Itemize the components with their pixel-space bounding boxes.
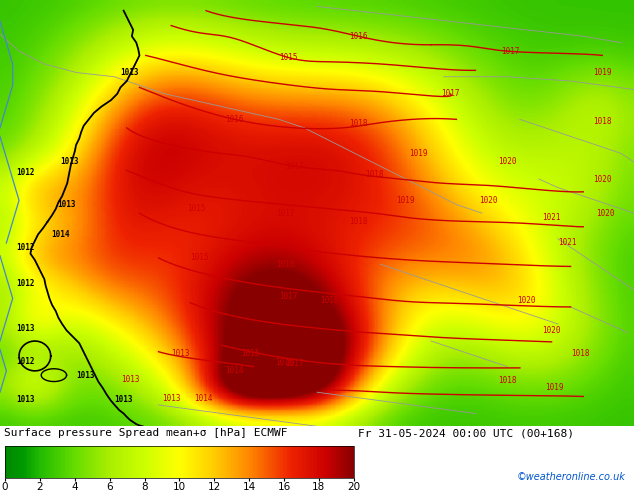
Text: 1015: 1015 (187, 204, 206, 213)
Text: 1013: 1013 (114, 395, 133, 404)
Text: 1013: 1013 (16, 395, 35, 404)
Text: 1015: 1015 (279, 53, 298, 62)
Text: 1017: 1017 (285, 359, 304, 368)
Text: 1021: 1021 (542, 213, 561, 222)
Text: 1020: 1020 (542, 326, 561, 335)
Text: 1018: 1018 (349, 217, 368, 226)
Text: 1016: 1016 (349, 32, 368, 41)
Text: 1012: 1012 (16, 243, 35, 252)
Text: 1014: 1014 (193, 394, 212, 403)
Text: 1012: 1012 (16, 357, 35, 366)
Text: 1020: 1020 (596, 209, 615, 218)
Text: 1018: 1018 (498, 376, 517, 385)
Text: 1021: 1021 (558, 239, 577, 247)
Text: 1017: 1017 (441, 89, 460, 98)
Text: 1016: 1016 (275, 358, 294, 367)
Text: Fr 31-05-2024 00:00 UTC (00+168): Fr 31-05-2024 00:00 UTC (00+168) (358, 428, 574, 438)
Text: 1013: 1013 (57, 200, 76, 209)
Text: 1013: 1013 (120, 68, 139, 77)
Text: 1013: 1013 (171, 349, 190, 358)
Text: 1013: 1013 (76, 370, 95, 380)
Text: 1013: 1013 (60, 157, 79, 167)
Text: 1014: 1014 (225, 367, 244, 375)
Text: 1013: 1013 (162, 394, 181, 403)
Text: 1015: 1015 (241, 349, 260, 358)
Text: 1018: 1018 (349, 119, 368, 128)
Text: 1012: 1012 (16, 279, 35, 288)
Text: 1015: 1015 (190, 253, 209, 263)
Text: 1013: 1013 (120, 375, 139, 384)
Text: 1018: 1018 (593, 117, 612, 126)
Text: 1012: 1012 (16, 168, 35, 177)
Text: 1017: 1017 (501, 47, 520, 56)
Text: 1020: 1020 (498, 157, 517, 167)
Text: 1015: 1015 (162, 149, 181, 158)
Text: 1019: 1019 (396, 196, 415, 205)
Text: 1019: 1019 (409, 149, 428, 158)
Text: 1017: 1017 (276, 209, 295, 218)
Text: 1019: 1019 (593, 68, 612, 77)
Text: 1020: 1020 (517, 296, 536, 305)
Text: 1017: 1017 (285, 162, 304, 171)
Text: 1018: 1018 (365, 171, 384, 179)
Text: 1014: 1014 (51, 230, 70, 239)
Text: 1020: 1020 (593, 174, 612, 184)
Text: 1018: 1018 (320, 296, 339, 305)
Text: Surface pressure Spread mean+σ [hPa] ECMWF: Surface pressure Spread mean+σ [hPa] ECM… (4, 428, 287, 438)
Text: 1017: 1017 (279, 292, 298, 301)
Text: 1019: 1019 (545, 384, 564, 392)
Text: 1016: 1016 (225, 115, 244, 124)
Text: 1016: 1016 (276, 260, 295, 269)
Text: 1018: 1018 (571, 349, 590, 358)
Text: 1013: 1013 (16, 324, 35, 333)
Text: 1020: 1020 (479, 196, 498, 205)
Text: ©weatheronline.co.uk: ©weatheronline.co.uk (517, 472, 626, 482)
